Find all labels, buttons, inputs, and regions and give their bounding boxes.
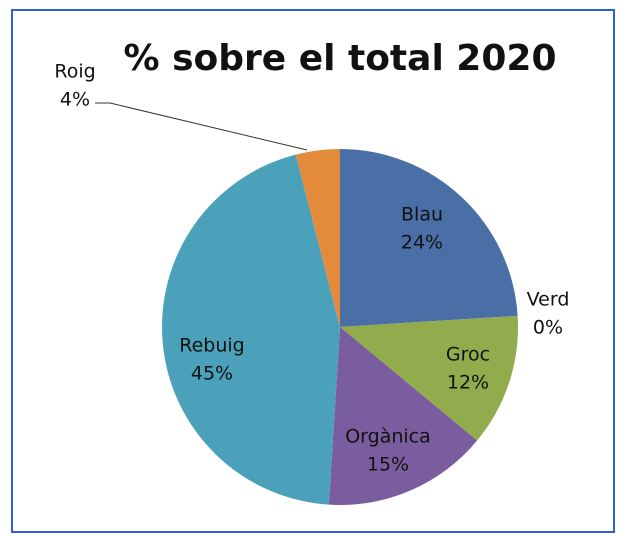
slice-value: 12%: [447, 372, 489, 394]
slice-value: 24%: [401, 232, 443, 254]
slice-value: 45%: [191, 363, 233, 385]
slice-label: Blau: [401, 204, 443, 226]
slice-label: Verd: [527, 289, 570, 311]
slice-label: Roig: [54, 61, 95, 83]
pie-slice: [161, 154, 340, 505]
slice-label: Groc: [446, 344, 490, 366]
slice-value: 4%: [60, 89, 90, 111]
slice-value: 0%: [533, 317, 563, 339]
pie-slice: [295, 149, 340, 327]
leader-line: [95, 102, 308, 151]
pie-slice: [340, 149, 518, 327]
slice-value: 15%: [367, 454, 409, 476]
pie-slice: [328, 327, 478, 505]
chart-title: % sobre el total 2020: [123, 38, 556, 79]
slice-label: Rebuig: [179, 335, 244, 357]
pie-slice: [340, 315, 518, 441]
slice-label: Orgànica: [345, 426, 431, 448]
